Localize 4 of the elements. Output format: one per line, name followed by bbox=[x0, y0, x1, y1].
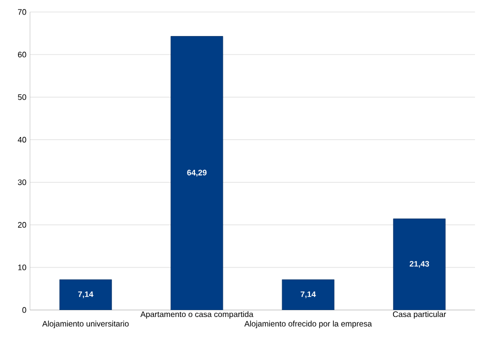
bar bbox=[282, 279, 334, 310]
bar bbox=[170, 36, 224, 310]
bar bbox=[59, 279, 112, 310]
bar bbox=[393, 218, 446, 310]
